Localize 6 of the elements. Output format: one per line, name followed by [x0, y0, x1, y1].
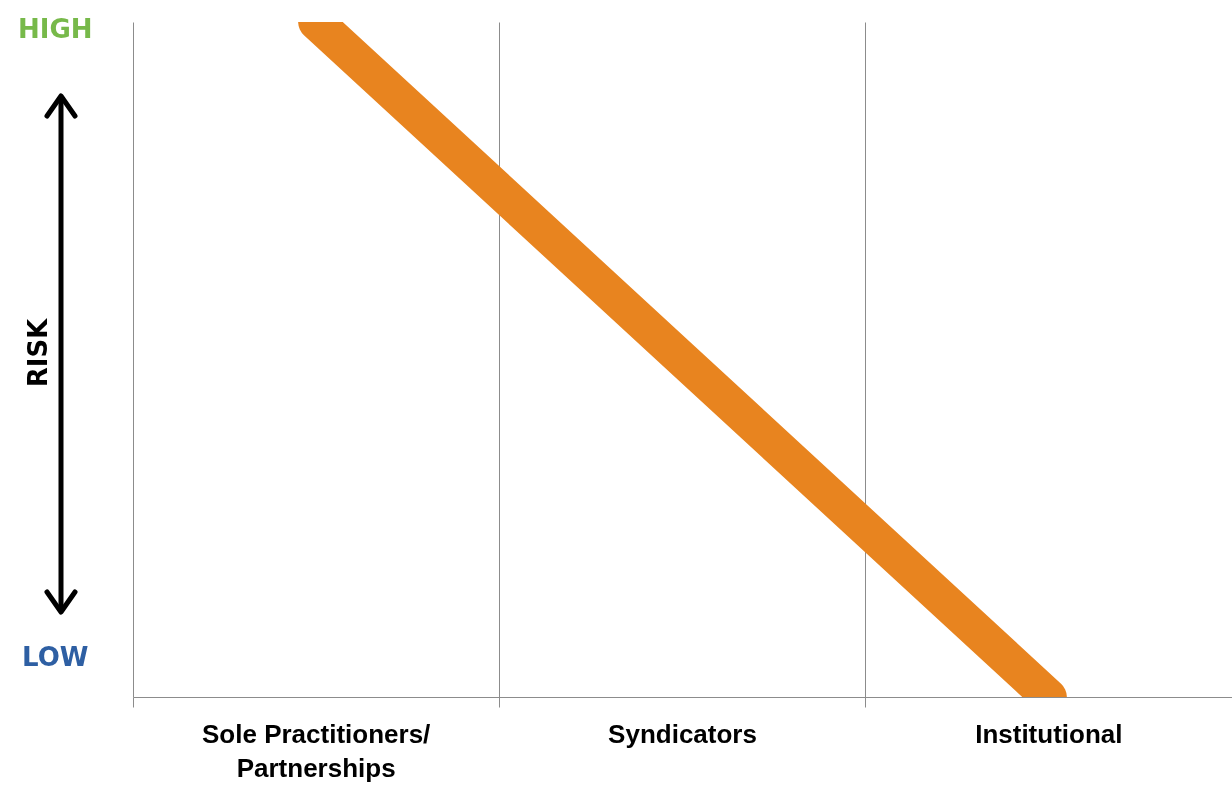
text: LOW: [22, 642, 89, 672]
x-tick-label: Institutional: [975, 718, 1123, 749]
x-tick-label: Syndicators: [608, 718, 757, 749]
text: HIGH: [18, 14, 93, 44]
x-tick-label: Sole Practitioners/ Partnerships: [202, 718, 431, 783]
y-axis-title: RISK: [23, 317, 53, 390]
